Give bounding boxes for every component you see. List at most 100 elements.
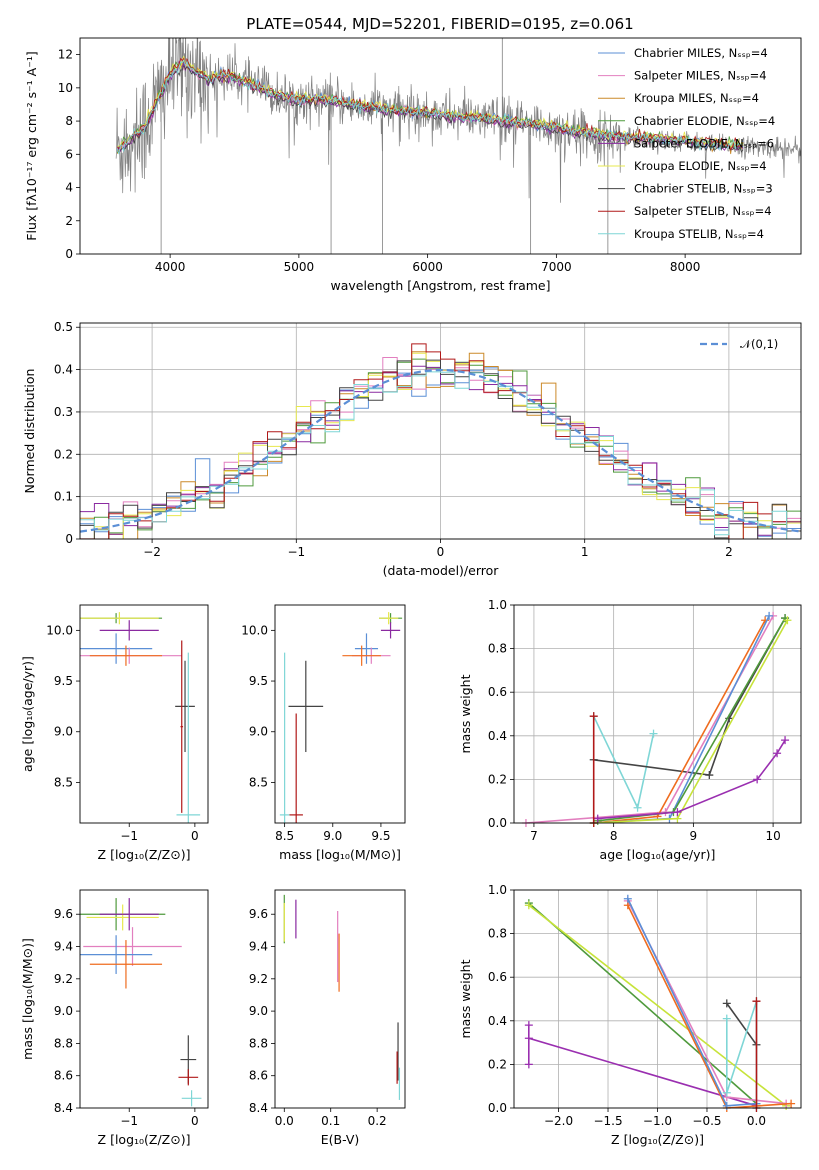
y-tick-label: 1.0: [488, 883, 507, 897]
legend-label: Chabrier ELODIE, Nₛₛₚ=4: [634, 114, 775, 128]
mass-weight-marker: [722, 1014, 731, 1023]
x-tick-label: 0: [437, 545, 445, 559]
x-tick-label: 8: [610, 829, 618, 843]
mass-weight-line: [528, 902, 758, 1105]
y-axis-label: mass weight: [458, 674, 473, 753]
y-tick-label: 8.5: [249, 775, 268, 789]
y-tick-label: 0: [65, 532, 73, 546]
model-spectrum-line: [116, 59, 744, 155]
x-tick-label: 7: [530, 829, 538, 843]
y-tick-label: 0.6: [488, 685, 507, 699]
x-tick-label: −1.0: [643, 1114, 672, 1128]
mass-vs-ebv-panel: 0.0 0.1 0.2 8.4 8.6 8.8 9.0 9.2 9.4 9.6 E(B-V): [249, 889, 406, 1147]
y-axis-label: Normed distribution: [22, 369, 37, 494]
y-tick-label: 8.4: [249, 1101, 268, 1115]
y-tick-label: 12: [58, 48, 73, 62]
y-tick-label: 9.2: [54, 972, 73, 986]
y-tick-label: 9.4: [54, 940, 73, 954]
residual-histogram: [80, 359, 801, 539]
x-axis-label: Z [log₁₀(Z/Z⊙)]: [98, 1132, 191, 1147]
y-tick-label: 8.6: [249, 1069, 268, 1083]
y-tick-label: 2: [65, 214, 73, 228]
y-tick-label: 4: [65, 181, 73, 195]
mass-weight-marker: [524, 1060, 533, 1069]
y-tick-label: 8: [65, 114, 73, 128]
mass-vs-metallicity-panel: −1 0 8.4 8.6 8.8 9.0 9.2 9.4 9.6 Z [log₁₀(Z/Z⊙)] m…: [20, 889, 209, 1147]
y-tick-label: 8.8: [54, 1036, 73, 1050]
x-tick-label: 9.0: [323, 829, 342, 843]
mass-weight-line: [726, 1002, 758, 1046]
y-tick-label: 9.6: [54, 907, 73, 921]
x-tick-label: 1: [581, 545, 589, 559]
legend-label: Chabrier MILES, Nₛₛₚ=4: [634, 46, 768, 60]
model-spectrum-line: [116, 57, 744, 151]
y-tick-label: 9.5: [54, 674, 73, 688]
y-tick-label: 0.0: [488, 816, 507, 830]
mass-weight-line: [528, 1025, 757, 1107]
y-tick-label: 0.4: [488, 729, 507, 743]
x-tick-label: 8000: [670, 260, 701, 274]
mass-weight-marker: [524, 1034, 533, 1043]
x-tick-label: 2: [725, 545, 733, 559]
mass-weight-marker: [722, 999, 731, 1008]
y-tick-label: 0.8: [488, 927, 507, 941]
y-tick-label: 9.0: [249, 725, 268, 739]
y-tick-label: 0.2: [54, 447, 73, 461]
axes-frame: [513, 604, 802, 824]
mass-weight-line: [592, 715, 655, 811]
x-tick-label: −2.0: [544, 1114, 573, 1128]
y-tick-label: 0.8: [488, 642, 507, 656]
y-tick-label: 0.0: [488, 1101, 507, 1115]
y-axis-label: mass [log₁₀(M/M⊙)]: [20, 938, 35, 1060]
mass-weight-marker: [722, 1088, 731, 1097]
mass-weight-line: [525, 615, 774, 823]
mass-weight-marker: [787, 1099, 796, 1108]
x-tick-label: 10: [765, 829, 780, 843]
y-tick-label: 8.5: [54, 775, 73, 789]
residual-histogram: [80, 343, 801, 539]
x-tick-label: 4000: [155, 260, 186, 274]
mass-weight-marker: [623, 894, 632, 903]
y-tick-label: 9.5: [249, 674, 268, 688]
mass-weight-marker: [633, 803, 642, 812]
mass-weight-marker: [673, 808, 682, 817]
mass-weight-line: [726, 1000, 758, 1108]
x-tick-label: −1: [287, 545, 305, 559]
x-axis-label: (data-model)/error: [383, 563, 500, 578]
axes-frame: [274, 889, 406, 1109]
mass-weight-marker: [773, 749, 782, 758]
mass-weight-vs-age-panel: 7 8 9 10 0.0 0.2 0.4 0.6 0.8 1.0 age [log₁₀(age/yr…: [458, 598, 802, 862]
y-tick-label: 10.0: [46, 623, 73, 637]
legend-label: 𝒩(0,1): [740, 337, 778, 351]
x-tick-label: 0.0: [275, 1114, 294, 1128]
model-spectrum-line: [117, 64, 744, 153]
y-tick-label: 9.0: [54, 725, 73, 739]
normal-curve: [80, 368, 801, 533]
x-tick-label: −0.5: [692, 1114, 721, 1128]
age-vs-mass-panel: 8.5 9.0 9.5 8.5 9.0 9.5 10.0 mass [log₁₀(M/M⊙)]: [241, 604, 406, 862]
y-tick-label: 0.5: [54, 320, 73, 334]
mass-weight-marker: [722, 1101, 731, 1110]
y-tick-label: 9.0: [249, 1004, 268, 1018]
spectrum-panel: 4000 5000 6000 7000 8000 0 2 4 6 8 10 12 wavelength …: [24, 37, 802, 293]
observed-spectrum: [115, 38, 801, 203]
mass-weight-line: [593, 619, 789, 823]
axes-frame: [79, 322, 802, 540]
y-tick-label: 10.0: [241, 623, 268, 637]
legend-label: Kroupa STELIB, Nₛₛₚ=4: [634, 227, 764, 241]
y-tick-label: 1.0: [488, 598, 507, 612]
x-tick-label: 9.5: [371, 829, 390, 843]
y-tick-label: 9.4: [249, 940, 268, 954]
x-tick-label: 8.5: [275, 829, 294, 843]
y-tick-label: 0.4: [488, 1014, 507, 1028]
legend-label: Kroupa MILES, Nₛₛₚ=4: [634, 91, 759, 105]
y-tick-label: 0.4: [54, 363, 73, 377]
mass-weight-marker: [593, 814, 602, 823]
x-tick-label: −1: [120, 1114, 138, 1128]
y-tick-label: 9.2: [249, 972, 268, 986]
y-tick-label: 8.8: [249, 1036, 268, 1050]
x-axis-label: E(B-V): [321, 1132, 360, 1147]
legend-label: Salpeter MILES, Nₛₛₚ=4: [634, 69, 767, 83]
mass-weight-marker: [705, 771, 714, 780]
y-axis-label: mass weight: [458, 959, 473, 1038]
